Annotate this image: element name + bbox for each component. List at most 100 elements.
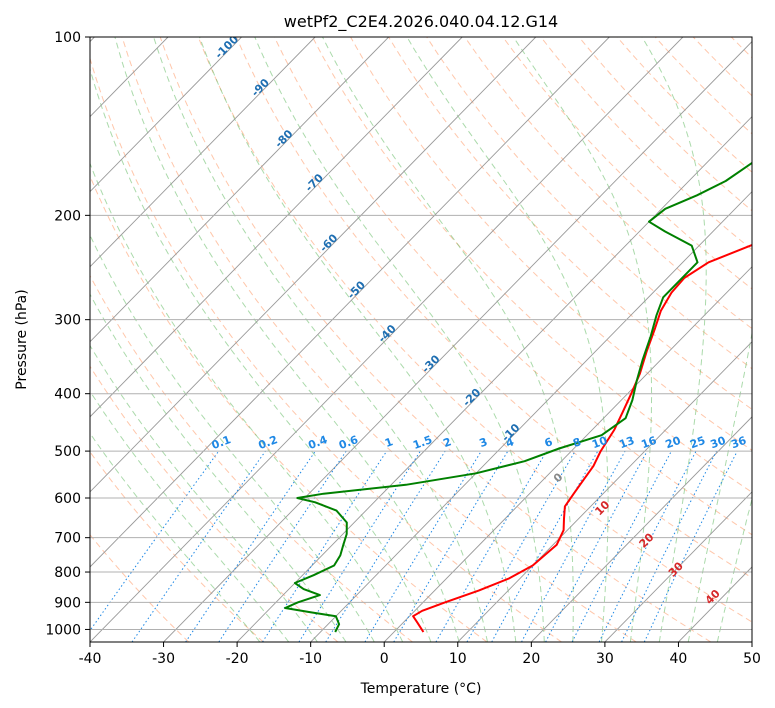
x-tick-label: 20 (522, 651, 540, 667)
sounding-series (284, 161, 752, 633)
mixing-ratio-label: 10 (590, 434, 609, 452)
isotherm-line (604, 491, 752, 642)
isotherm-line (90, 37, 389, 343)
moist-adiabat (406, 37, 609, 642)
mixing-ratio-label: 4 (504, 435, 516, 450)
temperature-profile (412, 243, 752, 633)
y-tick-label: 300 (54, 313, 81, 329)
moist-adiabat (199, 37, 517, 642)
mixing-ratio-label: 1 (383, 435, 395, 450)
isotherm-line (163, 40, 752, 642)
moist-adiabat (90, 344, 318, 642)
y-tick-label: 900 (54, 595, 81, 611)
mixing-ratio-label: 3 (478, 435, 490, 450)
mixing-ratio-line (435, 450, 548, 642)
dry-adiabat (616, 37, 752, 173)
dewpoint-profile (284, 161, 752, 633)
mixing-ratio-label: 36 (729, 434, 748, 452)
dry-adiabat (578, 37, 752, 212)
dry-adiabat (90, 451, 264, 642)
x-tick-label: -20 (226, 651, 249, 667)
mixing-ratio-line (643, 450, 738, 642)
plot-border (89, 36, 753, 643)
dry-adiabat (388, 37, 752, 410)
x-tick-label: 50 (743, 651, 761, 667)
dry-adiabat (90, 174, 488, 642)
isotherm-line (90, 37, 537, 493)
mixing-ratio-line (185, 450, 316, 642)
x-axis-label: Temperature (°C) (360, 681, 482, 697)
isotherm-line (90, 37, 242, 193)
dry-adiabat (235, 37, 752, 579)
y-tick-label: 600 (54, 491, 81, 507)
x-tick-label: -10 (299, 651, 322, 667)
y-tick-label: 500 (54, 444, 81, 460)
moist-adiabat (90, 67, 432, 642)
isotherm-line (90, 37, 684, 642)
x-tick-label: -30 (152, 651, 175, 667)
mixing-ratio-line (491, 450, 599, 642)
mixing-ratio-label: 0.2 (257, 433, 280, 452)
plot-frame (89, 36, 753, 643)
mixing-ratio-label: 20 (664, 434, 683, 452)
y-tick-label: 200 (54, 208, 81, 224)
dry-adiabat (350, 37, 752, 452)
mixing-ratio-line (521, 450, 626, 642)
moist-adiabat (641, 37, 707, 642)
mixing-ratio-label: 25 (688, 434, 707, 451)
y-tick-label: 100 (54, 30, 81, 46)
isotherm-line (383, 266, 752, 642)
moist-adiabat (687, 330, 752, 642)
y-tick-label: 700 (54, 531, 81, 547)
isotherm-line (236, 115, 752, 642)
isotherm-line (310, 191, 752, 642)
moist-adiabat (716, 496, 752, 642)
dry-adiabat (769, 37, 775, 642)
x-axis-ticks: -40 -30 -20 -10 0 10 20 30 40 50 (79, 642, 761, 667)
y-axis-label: Pressure (hPa) (14, 289, 30, 389)
mixing-ratio-label: 1.5 (411, 433, 434, 452)
moist-adiabat (153, 37, 488, 642)
mixing-ratio-label: 13 (617, 434, 636, 451)
x-tick-label: 40 (670, 651, 688, 667)
dry-adiabat (121, 37, 637, 642)
dry-adiabat (464, 37, 752, 330)
mixing-ratio-line (621, 450, 718, 642)
mixing-ratio-line (325, 450, 446, 642)
mixing-ratio-line (364, 450, 482, 642)
mixing-ratio-label: 0.1 (210, 433, 233, 452)
mixing-ratio-label: 8 (571, 435, 583, 450)
plot-background (90, 37, 752, 642)
isotherm-line (90, 37, 610, 568)
moist-adiabat (512, 37, 653, 642)
moist-adiabat (90, 293, 347, 642)
mixing-ratio-label: 16 (639, 434, 658, 452)
mixing-ratio-label: 30 (709, 434, 728, 452)
moist-adiabat (322, 37, 574, 642)
y-tick-label: 1000 (45, 622, 81, 638)
plot-area (90, 37, 752, 642)
moist-adiabat (90, 162, 404, 642)
y-tick-label: 800 (54, 565, 81, 581)
isotherm-line (457, 341, 752, 642)
dry-adiabat (273, 37, 752, 536)
dry-adiabat (426, 37, 752, 370)
x-tick-label: -40 (79, 651, 102, 667)
mixing-ratio-line (131, 450, 266, 642)
mixing-ratio-line (298, 450, 421, 642)
mixing-ratio-line (90, 450, 220, 632)
y-tick-label: 400 (54, 387, 81, 403)
y-axis-ticks: 100 200 300 400 500 600 700 800 900 1000 (45, 30, 90, 638)
isotherm-line (90, 37, 463, 418)
dry-adiabat (540, 37, 752, 251)
isotherm-line (531, 416, 752, 642)
x-tick-label: 0 (380, 651, 389, 667)
mixing-ratio-line (393, 450, 509, 642)
isotherm-line (751, 641, 752, 642)
mixing-ratio-line (466, 450, 576, 642)
isotherm-line (90, 37, 316, 268)
mixing-ratio-label: 6 (543, 435, 555, 450)
dry-adiabat (90, 56, 562, 642)
x-tick-label: 10 (449, 651, 467, 667)
